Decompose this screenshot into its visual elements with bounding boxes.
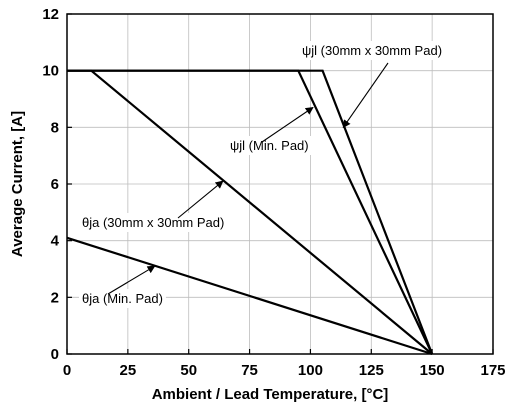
annotation-arrow [107,265,156,295]
annotation-arrow [261,106,314,143]
y-tick-label: 12 [42,6,59,23]
annotation-arrow [177,180,224,219]
annotation-label: ψjl (Min. Pad) [230,138,309,153]
y-tick-label: 2 [51,289,59,306]
x-tick-label: 175 [480,362,505,379]
y-tick-label: 4 [51,233,60,250]
y-tick-label: 10 [42,63,59,80]
x-axis-title: Ambient / Lead Temperature, [°C] [152,386,389,403]
annotation-4: θja (Min. Pad) [79,265,166,308]
annotation-label-bg [227,136,312,155]
tick-labels: 0 25 50 75 100 125 150 175 0 2 4 6 8 10 12 [42,6,505,379]
annotation-label: θja (30mm x 30mm Pad) [82,215,224,230]
annotation-label-bg [299,41,446,60]
x-tick-label: 150 [420,362,445,379]
series-line-1 [66,236,433,356]
x-tick-label: 0 [63,362,71,379]
annotation-label-bg [79,213,228,232]
annotation-label: ψjl (30mm x 30mm Pad) [302,43,442,58]
annotation-group: ψjl (30mm x 30mm Pad) ψjl (Min. Pad) θja (… [79,41,446,308]
y-axis-title: Average Current, [A] [9,111,26,257]
annotation-1: ψjl (30mm x 30mm Pad) [299,41,446,129]
series-group [66,69,434,356]
x-tick-label: 125 [359,362,384,379]
annotation-2: ψjl (Min. Pad) [227,106,314,155]
annotation-label: θja (Min. Pad) [82,291,163,306]
annotation-arrow [342,62,389,129]
x-tick-label: 50 [180,362,197,379]
x-tick-label: 75 [241,362,258,379]
annotation-3: θja (30mm x 30mm Pad) [79,180,228,232]
x-tick-label: 25 [120,362,137,379]
y-tick-label: 6 [51,176,59,193]
y-tick-label: 8 [51,119,59,136]
series-line-4 [67,69,434,355]
annotation-label-bg [79,289,166,308]
y-tick-label: 0 [51,346,59,363]
x-tick-label: 100 [298,362,323,379]
